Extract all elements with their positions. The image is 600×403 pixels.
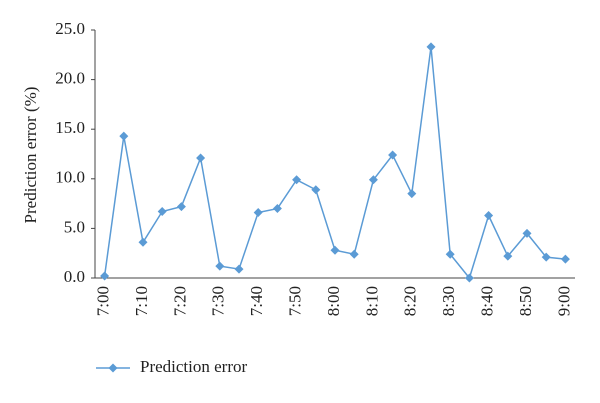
point [292,175,302,185]
x-tick-label: 7:00 [94,286,113,316]
point [100,271,110,281]
series-line [103,46,566,280]
point [253,208,263,218]
point [215,261,225,271]
x-tick-label: 8:20 [401,286,420,316]
x-tick-label: 7:10 [132,286,151,316]
x-tick-label: 8:50 [516,286,535,316]
point [119,131,129,141]
point [330,245,340,255]
point [388,150,398,160]
point [503,251,513,261]
legend-label: Prediction error [140,357,247,376]
point [464,273,474,283]
x-tick-label: 8:40 [478,286,497,316]
x-tick-label: 7:50 [286,286,305,316]
x-tick-label: 7:30 [209,286,228,316]
y-tick-label: 15.0 [55,118,85,137]
y-tick-label: 10.0 [55,168,85,187]
point [176,202,186,212]
point [272,204,282,214]
y-tick-label: 5.0 [64,217,85,236]
point [196,153,206,163]
y-axis-label: Prediction error (%) [21,87,40,224]
point [349,249,359,259]
point [138,237,148,247]
point [426,42,436,52]
y-tick-label: 25.0 [55,19,85,38]
point [484,211,494,221]
x-tick-label: 9:00 [554,286,573,316]
x-tick-label: 8:10 [362,286,381,316]
y-tick-label: 20.0 [55,69,85,88]
x-tick-label: 7:20 [170,286,189,316]
point [234,264,244,274]
point [522,228,532,238]
point [157,207,167,217]
x-tick-label: 8:30 [439,286,458,316]
point [407,189,417,199]
point [541,252,551,262]
x-tick-label: 8:00 [324,286,343,316]
x-tick-label: 7:40 [247,286,266,316]
point [311,185,321,195]
point [445,249,455,259]
point [560,254,570,264]
legend-marker [108,363,118,373]
point [368,175,378,185]
y-tick-label: 0.0 [64,267,85,286]
